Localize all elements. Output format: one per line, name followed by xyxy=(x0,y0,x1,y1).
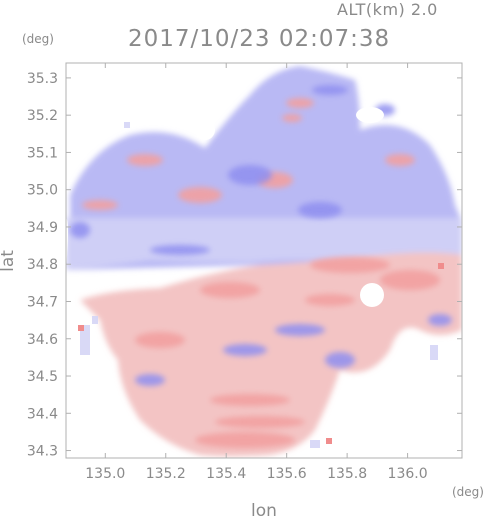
x-axis: 135.0 135.2 135.4 135.6 135.8 136.0 xyxy=(85,63,428,482)
x-tick-label: 135.0 xyxy=(85,466,125,482)
y-tick-label: 34.4 xyxy=(27,406,58,422)
y-tick-label: 34.7 xyxy=(27,294,58,310)
x-axis-label: lon xyxy=(251,501,277,521)
y-axis-unit: (deg) xyxy=(22,32,54,46)
plot-frame xyxy=(65,62,463,459)
y-tick-label: 35.2 xyxy=(27,108,58,124)
y-tick-label: 35.1 xyxy=(27,145,58,161)
altitude-label: ALT(km) 2.0 xyxy=(337,0,438,19)
velocity-field xyxy=(66,66,462,457)
x-axis-unit: (deg) xyxy=(452,485,484,499)
y-tick-label: 34.3 xyxy=(27,444,58,460)
x-tick-label: 136.0 xyxy=(388,466,428,482)
y-axis: 35.3 35.2 35.1 35.0 34.9 34.8 34.7 34.6 34.5 34.4… xyxy=(27,71,462,460)
y-tick-label: 34.9 xyxy=(27,220,58,236)
y-tick-label: 35.3 xyxy=(27,71,58,87)
timestamp: 2017/10/23 02:07:38 xyxy=(128,26,391,52)
x-tick-label: 135.2 xyxy=(146,466,186,482)
y-tick-label: 34.6 xyxy=(27,332,58,348)
x-tick-label: 135.4 xyxy=(206,466,246,482)
y-tick-label: 34.5 xyxy=(27,369,58,385)
y-tick-label: 35.0 xyxy=(27,183,58,199)
y-tick-label: 34.8 xyxy=(27,257,58,273)
x-tick-label: 135.8 xyxy=(327,466,367,482)
x-tick-label: 135.6 xyxy=(267,466,307,482)
